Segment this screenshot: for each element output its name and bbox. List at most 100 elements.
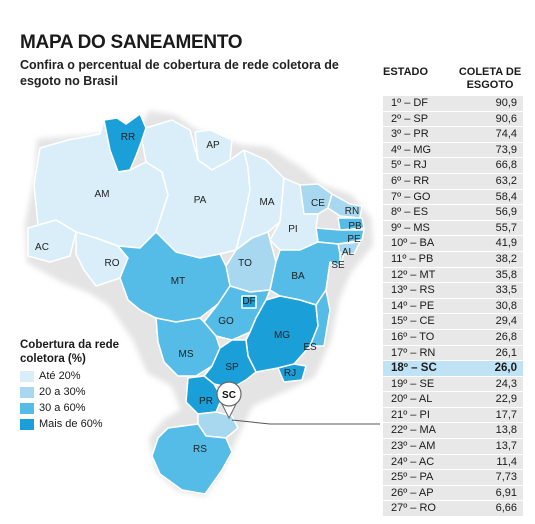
state-label-df: DF: [242, 296, 255, 307]
state-rj: [277, 363, 307, 383]
row-state: 17º – RN: [391, 346, 436, 359]
state-label-pr: PR: [199, 396, 213, 407]
table-row: 25º – PA 7,73: [383, 470, 523, 486]
state-label-am: AM: [95, 189, 110, 200]
table-row: 11º – PB 38,2: [383, 251, 523, 268]
table-row: 12º – MT 35,8: [383, 267, 523, 284]
state-label-ba: BA: [291, 271, 305, 282]
state-label-go: GO: [218, 316, 234, 327]
table-row: 9º – MS 55,7: [383, 220, 523, 237]
legend-swatch: [20, 418, 34, 430]
state-rs: [151, 423, 233, 495]
row-value: 63,2: [495, 174, 517, 187]
ranking-table: ESTADO COLETA DE ESGOTO 1º – DF 90,9 2º – …: [383, 66, 523, 518]
state-label-mt: MT: [171, 276, 185, 287]
state-label-pi: PI: [288, 224, 297, 235]
row-value: 90,9: [495, 97, 517, 109]
row-value: 13,7: [495, 440, 517, 453]
state-label-pe: PE: [347, 234, 361, 245]
row-state: 6º – RR: [391, 174, 430, 187]
state-label-es: ES: [303, 342, 317, 353]
row-state: 19º – SE: [391, 377, 435, 390]
row-state: 23º – AM: [391, 440, 436, 453]
table-row: 3º – PR 74,4: [383, 127, 523, 143]
row-value: 13,8: [495, 424, 517, 437]
row-state: 16º – TO: [391, 330, 435, 343]
legend-item: 30 a 60%: [20, 402, 140, 414]
state-label-ap: AP: [206, 140, 220, 151]
legend: Cobertura da rede coletora (%) Até 20% 20…: [20, 338, 140, 430]
state-label-rr: RR: [121, 132, 135, 143]
state-label-to: TO: [238, 258, 252, 269]
sc-callout-line-1: [231, 419, 271, 425]
row-value: 55,7: [495, 221, 517, 234]
row-value: 33,5: [495, 284, 517, 297]
row-value: 7,73: [495, 471, 517, 484]
row-state: 10º – BA: [391, 237, 435, 250]
table-row: 7º – GO 58,4: [383, 189, 523, 206]
row-state: 27º – RO: [391, 502, 436, 515]
table-row: 19º – SE 24,3: [383, 376, 523, 393]
table-row: 18º – SC 26,0: [383, 361, 523, 377]
row-value: 90,6: [495, 112, 517, 125]
state-df: [241, 295, 257, 309]
row-value: 30,8: [495, 299, 517, 312]
state-label-sp: SP: [225, 362, 239, 373]
table-row: 14º – PE 30,8: [383, 298, 523, 315]
state-label-se: SE: [331, 260, 345, 271]
state-label-rs: RS: [193, 444, 207, 455]
table-row: 24º – AC 11,4: [383, 454, 523, 471]
row-value: 58,4: [495, 190, 517, 203]
col-value-header: COLETA DE ESGOTO: [458, 66, 522, 91]
row-value: 29,4: [495, 315, 517, 328]
table-row: 27º – RO 6,66: [383, 501, 523, 518]
row-state: 12º – MT: [391, 268, 436, 281]
state-label-ac: AC: [35, 242, 49, 253]
table-row: 2º – SP 90,6: [383, 111, 523, 128]
state-label-ce: CE: [311, 198, 325, 209]
table-row: 10º – BA 41,9: [383, 236, 523, 252]
row-value: 26,0: [494, 362, 517, 375]
state-ac: [27, 219, 77, 263]
state-label-ro: RO: [105, 258, 120, 269]
table-row: 13º – RS 33,5: [383, 283, 523, 299]
state-label-ma: MA: [260, 197, 275, 208]
row-value: 11,4: [496, 455, 517, 468]
table-row: 5º – RJ 66,8: [383, 158, 523, 174]
row-value: 22,9: [495, 393, 517, 406]
row-value: 24,3: [495, 377, 517, 390]
row-state: 4º – MG: [391, 143, 432, 156]
table-row: 4º – MG 73,9: [383, 142, 523, 159]
row-value: 56,9: [495, 206, 517, 219]
row-value: 41,9: [495, 237, 517, 250]
table-row: 22º – MA 13,8: [383, 423, 523, 440]
state-label-pb: PB: [348, 221, 362, 232]
legend-item: Mais de 60%: [20, 418, 140, 430]
row-state: 9º – MS: [391, 221, 430, 234]
state-pr: [185, 375, 223, 415]
table-row: 20º – AL 22,9: [383, 392, 523, 408]
state-label-mg: MG: [274, 330, 290, 341]
sc-pin: [216, 381, 242, 407]
state-label-rj: RJ: [284, 368, 296, 379]
table-row: 15º – CE 29,4: [383, 314, 523, 330]
legend-swatch: [20, 370, 34, 382]
row-state: 26º – AP: [391, 486, 434, 499]
row-state: 24º – AC: [391, 455, 435, 468]
row-state: 11º – PB: [391, 252, 434, 265]
row-state: 18º – SC: [391, 362, 437, 375]
legend-label: Até 20%: [39, 370, 81, 382]
row-value: 17,7: [495, 408, 517, 421]
row-value: 35,8: [495, 268, 517, 281]
row-value: 26,1: [495, 346, 517, 359]
table-row: 21º – PI 17,7: [383, 407, 523, 424]
table-row: 23º – AM 13,7: [383, 439, 523, 455]
page-title: MAPA DO SANEAMENTO: [20, 32, 243, 53]
legend-item: 20 a 30%: [20, 386, 140, 398]
page-subtitle: Confira o percentual de cobertura de red…: [20, 58, 339, 88]
row-value: 26,8: [495, 330, 517, 343]
table-header: ESTADO COLETA DE ESGOTO: [383, 66, 523, 96]
table-row: 17º – RN 26,1: [383, 345, 523, 362]
row-value: 66,8: [495, 159, 517, 172]
legend-title: Cobertura da rede coletora (%): [20, 339, 120, 365]
